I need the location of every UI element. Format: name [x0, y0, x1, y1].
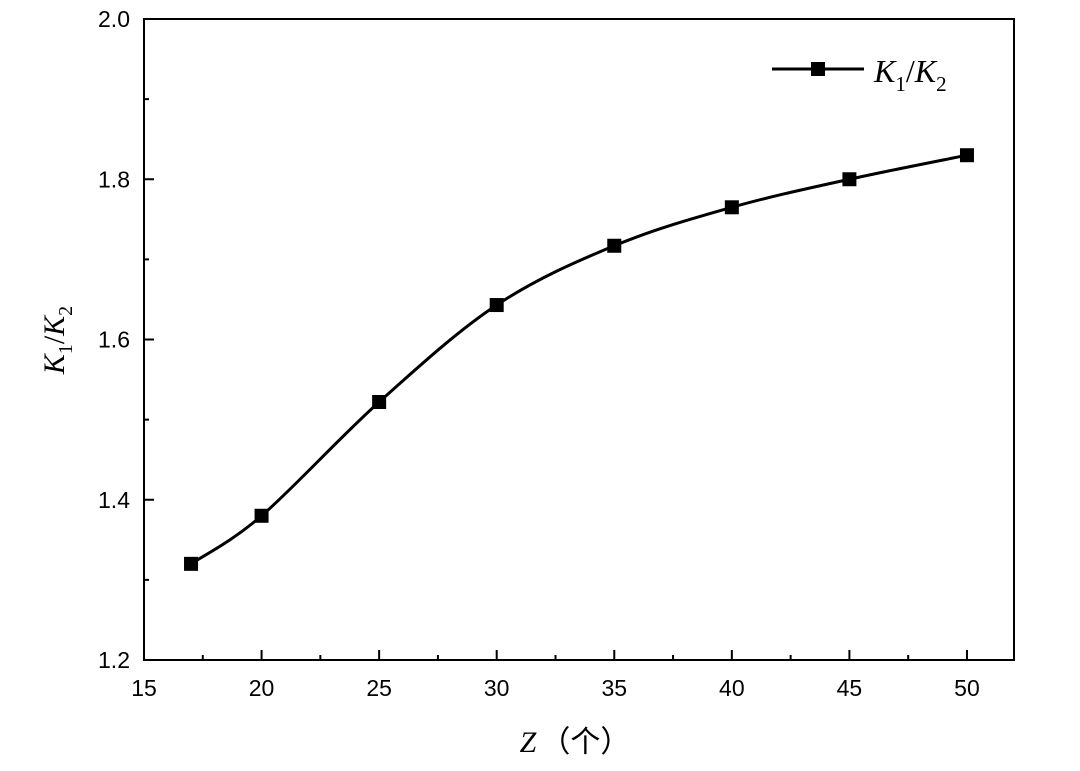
axes — [143, 18, 1015, 661]
x-tick-label: 40 — [719, 675, 745, 701]
data-point — [959, 148, 974, 163]
y-tick-label: 1.4 — [98, 487, 130, 513]
plot-frame — [143, 18, 1015, 661]
y-axis-slash: / — [38, 335, 71, 344]
data-point — [724, 200, 739, 215]
legend-label: K1/K2 — [873, 53, 947, 96]
x-axis-unit: （个） — [540, 726, 630, 759]
y-axis-title: K1/K2 — [38, 306, 77, 375]
legend-base1: K — [873, 53, 897, 89]
data-point — [372, 394, 387, 409]
data-point — [842, 172, 857, 187]
legend: K1/K2 — [772, 53, 947, 96]
y-axis-base1: K — [38, 352, 71, 375]
y-tick-label: 1.6 — [98, 327, 130, 353]
x-tick-label: 25 — [366, 675, 392, 701]
data-point — [254, 508, 269, 523]
x-tick-label: 50 — [954, 675, 980, 701]
data-point — [489, 298, 504, 313]
x-axis-var: Z — [520, 726, 537, 759]
x-tick-label: 45 — [837, 675, 863, 701]
data-point — [607, 238, 622, 253]
ticks — [143, 18, 968, 661]
y-tick-label: 1.2 — [98, 647, 130, 673]
x-tick-label: 30 — [484, 675, 510, 701]
legend-sub1: 1 — [895, 72, 906, 96]
tick-labels: 15 20 25 30 35 40 45 50 1.2 1.4 1.6 1.8 2.0 — [98, 6, 980, 701]
y-axis-base2: K — [38, 314, 71, 337]
series-layer — [184, 148, 974, 571]
legend-base2: K — [914, 53, 938, 89]
legend-marker — [811, 62, 825, 76]
x-tick-label: 20 — [249, 675, 275, 701]
y-tick-label: 2.0 — [98, 6, 130, 32]
x-tick-label: 35 — [601, 675, 627, 701]
legend-sub2: 2 — [936, 72, 947, 96]
x-tick-label: 15 — [131, 675, 157, 701]
data-point — [184, 556, 199, 571]
y-axis-sub1: 1 — [55, 344, 77, 354]
x-axis-title: Z （个） — [520, 726, 631, 759]
legend-slash: / — [906, 53, 915, 89]
y-tick-label: 1.8 — [98, 166, 130, 192]
series-line — [190, 153, 968, 566]
y-axis-sub2: 2 — [55, 306, 77, 316]
